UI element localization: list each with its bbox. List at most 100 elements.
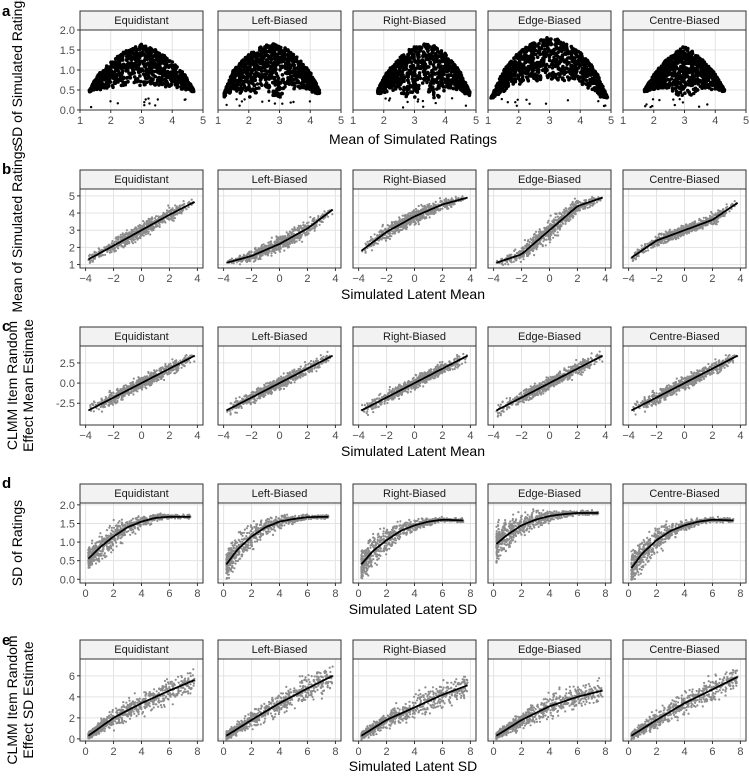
x-tick-label: 1 <box>215 115 221 127</box>
data-point <box>428 60 433 64</box>
data-point <box>584 82 589 87</box>
facet-label: Equidistant <box>114 15 168 27</box>
data-point <box>89 105 93 109</box>
data-point <box>138 74 142 78</box>
data-point <box>281 102 284 105</box>
data-point <box>440 66 444 70</box>
data-point <box>163 65 168 69</box>
data-point <box>645 103 648 106</box>
data-point <box>676 72 680 76</box>
data-point <box>292 86 296 91</box>
data-point <box>235 82 239 87</box>
data-point <box>260 59 265 64</box>
data-point <box>555 77 560 81</box>
data-point <box>258 65 262 70</box>
data-point <box>282 51 287 56</box>
data-point <box>500 97 503 101</box>
data-point <box>546 42 550 46</box>
data-point <box>108 67 112 71</box>
data-point <box>148 68 152 73</box>
data-point <box>133 54 138 58</box>
data-point <box>435 71 439 76</box>
data-point <box>531 47 535 52</box>
data-point <box>257 86 261 90</box>
data-point <box>680 50 685 55</box>
data-point <box>531 56 536 60</box>
data-point <box>138 51 143 55</box>
data-point <box>405 91 410 96</box>
data-point <box>535 70 540 74</box>
data-point <box>680 75 684 80</box>
data-point <box>158 223 161 226</box>
data-point <box>442 88 446 93</box>
data-point <box>283 66 288 70</box>
data-point <box>514 101 517 104</box>
data-point <box>427 87 432 92</box>
data-point <box>155 80 160 84</box>
data-point <box>142 64 147 69</box>
x-tick-label: 4 <box>307 115 313 127</box>
data-point <box>276 76 281 80</box>
data-point <box>234 73 239 77</box>
data-point <box>558 41 563 46</box>
data-point <box>151 78 155 82</box>
data-point <box>409 90 413 94</box>
data-point <box>417 98 420 101</box>
data-point <box>678 98 681 101</box>
data-point <box>382 90 387 95</box>
data-point <box>553 58 558 63</box>
data-point <box>538 74 543 78</box>
data-point <box>104 64 109 68</box>
data-point <box>301 76 305 80</box>
facet-label: Edge-Biased <box>518 15 581 27</box>
data-point <box>255 82 260 86</box>
data-point <box>597 79 602 83</box>
data-point <box>384 97 387 100</box>
data-point <box>421 99 425 103</box>
data-point <box>167 84 172 88</box>
data-point <box>249 89 253 93</box>
data-point <box>299 59 303 64</box>
data-point <box>445 69 450 74</box>
data-point <box>279 65 284 70</box>
data-point <box>706 68 710 72</box>
data-point <box>460 76 465 81</box>
data-point <box>718 82 722 87</box>
data-point <box>106 81 111 85</box>
data-point <box>715 86 720 91</box>
data-point <box>149 53 153 58</box>
data-point <box>258 78 263 82</box>
data-point <box>277 85 281 89</box>
data-point <box>184 76 189 80</box>
data-point <box>543 65 548 69</box>
data-point <box>145 57 149 62</box>
data-point <box>390 69 395 73</box>
data-point <box>399 74 404 78</box>
data-point <box>292 100 295 104</box>
data-point <box>396 64 401 69</box>
x-tick-label: 5 <box>608 115 614 127</box>
data-point <box>444 53 448 57</box>
data-point <box>401 53 406 57</box>
data-point <box>521 64 525 69</box>
data-point <box>603 92 607 97</box>
data-point <box>543 54 548 59</box>
data-point <box>145 80 149 84</box>
data-point <box>528 43 532 48</box>
data-point <box>681 70 686 74</box>
data-point <box>260 83 264 87</box>
data-point <box>699 66 703 70</box>
data-point <box>174 64 178 68</box>
data-point <box>598 94 603 99</box>
data-point <box>670 86 675 91</box>
facet-label: Centre-Biased <box>649 15 719 27</box>
data-point <box>170 79 174 84</box>
data-point <box>574 71 578 76</box>
data-point <box>430 51 435 55</box>
data-point <box>685 66 689 71</box>
data-point <box>281 86 286 91</box>
data-point <box>164 82 168 87</box>
data-point <box>541 62 545 66</box>
data-point <box>95 84 99 89</box>
data-point <box>109 100 112 103</box>
